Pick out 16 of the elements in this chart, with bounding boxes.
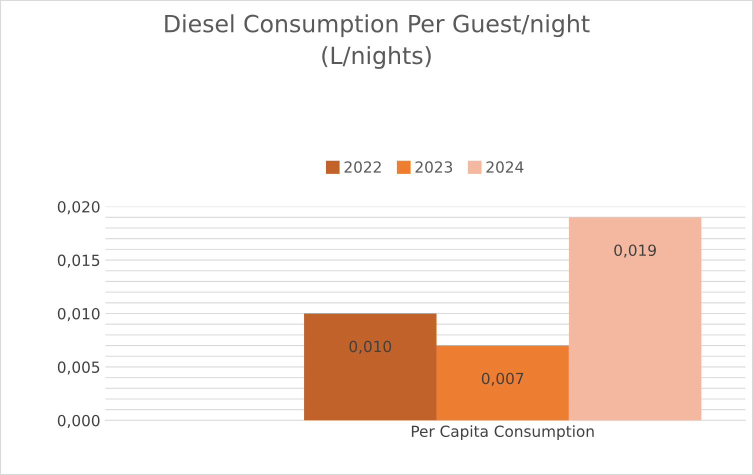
legend-label: 2023: [416, 161, 452, 173]
y-tick-label: 0,005: [58, 361, 100, 375]
legend-label: 2022: [344, 161, 381, 173]
bar: [568, 217, 702, 420]
y-tick-label: 0,010: [58, 308, 100, 322]
chart-title: Diesel Consumption Per Guest/night (L/nights): [165, 14, 590, 69]
bar: [436, 346, 569, 420]
data-label: 0,019: [614, 244, 656, 258]
bar: [304, 314, 436, 420]
x-tick-label: Per Capita Consumption: [412, 425, 594, 440]
y-tick-label: 0,000: [58, 414, 100, 428]
data-label: 0,010: [349, 340, 392, 354]
legend-label: 2024: [486, 161, 524, 173]
data-label: 0,007: [482, 372, 524, 386]
y-tick-label: 0,015: [58, 254, 100, 268]
y-tick-label: 0,020: [58, 201, 100, 214]
